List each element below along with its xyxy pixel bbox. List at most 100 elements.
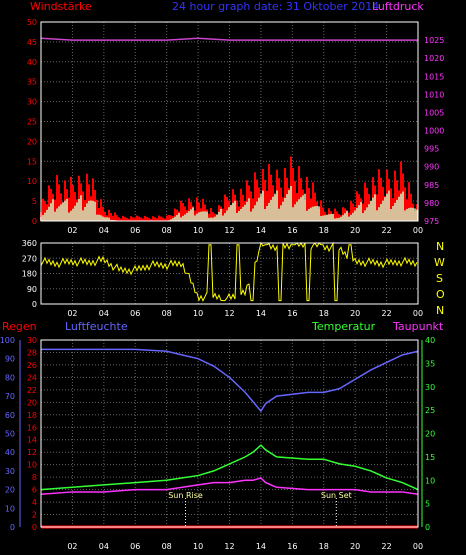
humidity-ytick-30: 30 xyxy=(5,467,15,476)
humidity-ytick-50: 50 xyxy=(5,430,15,439)
dir-xtick-22: 22 xyxy=(381,309,391,318)
wind-ytick-0: 0 xyxy=(32,217,37,226)
dir-xtick-20: 20 xyxy=(350,309,360,318)
wind-ytick-45: 45 xyxy=(27,38,37,47)
luftdruck-label: Luftdruck xyxy=(372,0,424,13)
pressure-ytick-975: 975 xyxy=(424,217,439,226)
regen-ytick-28: 28 xyxy=(27,348,37,357)
hum-xtick-22: 22 xyxy=(381,542,391,551)
dir-xtick-10: 10 xyxy=(193,309,203,318)
regen-ytick-26: 26 xyxy=(27,361,37,370)
temp-ytick-10: 10 xyxy=(425,476,435,485)
compass-s: S xyxy=(436,272,443,285)
wind-xtick-06: 06 xyxy=(130,226,140,235)
temp-ytick-25: 25 xyxy=(425,406,435,415)
pressure-ytick-1000: 1000 xyxy=(424,127,444,136)
direction-line xyxy=(40,241,418,303)
pressure-ytick-985: 985 xyxy=(424,181,439,190)
wind-ytick-25: 25 xyxy=(27,118,37,127)
dir-xtick-12: 12 xyxy=(224,309,234,318)
wind-xtick-04: 04 xyxy=(99,226,109,235)
hum-xtick-20: 20 xyxy=(350,542,360,551)
wind-ytick-10: 10 xyxy=(27,177,37,186)
pressure-ytick-1005: 1005 xyxy=(424,108,444,117)
regen-ytick-16: 16 xyxy=(27,423,37,432)
wind-ytick-20: 20 xyxy=(27,137,37,146)
series-temperatur xyxy=(40,444,419,491)
panel-wind-frame xyxy=(40,21,419,222)
compass-w: W xyxy=(434,256,445,269)
wind-xtick-12: 12 xyxy=(224,226,234,235)
series-luftfeuchte xyxy=(41,348,419,413)
dir-ytick-270: 270 xyxy=(22,254,37,263)
wind-xtick-20: 20 xyxy=(350,226,360,235)
pressure-ytick-1020: 1020 xyxy=(424,54,444,63)
dir-xtick-08: 08 xyxy=(162,309,172,318)
panel-humidity-frame xyxy=(40,339,419,528)
wind-xtick-22: 22 xyxy=(381,226,391,235)
humidity-ytick-100: 100 xyxy=(0,336,15,345)
luftfeuchte-label: Luftfeuchte xyxy=(65,320,128,333)
taupunkt-label: Taupunkt xyxy=(392,320,444,333)
wind-xtick-10: 10 xyxy=(193,226,203,235)
regen-ytick-6: 6 xyxy=(32,486,37,495)
wind-ytick-15: 15 xyxy=(27,157,37,166)
humidity-ytick-20: 20 xyxy=(5,486,15,495)
dir-xtick-00: 00 xyxy=(413,309,423,318)
regen-ytick-12: 12 xyxy=(27,448,37,457)
dir-ytick-0: 0 xyxy=(32,300,37,309)
hum-xtick-18: 18 xyxy=(319,542,329,551)
wind-xtick-02: 02 xyxy=(67,226,77,235)
wind-ytick-50: 50 xyxy=(27,18,37,27)
humidity-ytick-80: 80 xyxy=(5,373,15,382)
temp-ytick-5: 5 xyxy=(425,500,430,509)
regen-ytick-0: 0 xyxy=(32,523,37,532)
wind-xtick-18: 18 xyxy=(319,226,329,235)
hum-xtick-06: 06 xyxy=(130,542,140,551)
series-taupunkt xyxy=(40,477,419,496)
humidity-ytick-60: 60 xyxy=(5,411,15,420)
regen-ytick-22: 22 xyxy=(27,386,37,395)
regen-ytick-8: 8 xyxy=(32,473,37,482)
dir-xtick-04: 04 xyxy=(99,309,109,318)
regen-ytick-24: 24 xyxy=(27,373,37,382)
wind-ytick-30: 30 xyxy=(27,98,37,107)
windstaerke-label: Windstärke xyxy=(30,0,92,13)
panel-direction: 0 90 180 270 360 02 04 06 08 10 12 14 16 18 20 22 00 xyxy=(22,239,423,318)
dir-xtick-14: 14 xyxy=(256,309,266,318)
temp-ytick-40: 40 xyxy=(425,336,435,345)
pressure-line xyxy=(40,37,418,41)
wind-xtick-00: 00 xyxy=(413,226,423,235)
hum-xtick-00: 00 xyxy=(413,542,423,551)
dir-xtick-16: 16 xyxy=(287,309,297,318)
compass-o: O xyxy=(436,288,445,301)
regen-ytick-2: 2 xyxy=(32,511,37,520)
wind-xtick-08: 08 xyxy=(162,226,172,235)
humidity-ytick-10: 10 xyxy=(5,504,15,513)
pressure-ytick-990: 990 xyxy=(424,163,439,172)
hum-xtick-14: 14 xyxy=(256,542,266,551)
hum-xtick-16: 16 xyxy=(287,542,297,551)
regen-ytick-20: 20 xyxy=(27,398,37,407)
hum-xtick-08: 08 xyxy=(162,542,172,551)
humidity-ytick-70: 70 xyxy=(5,392,15,401)
regen-label: Regen xyxy=(2,320,37,333)
temp-ytick-0: 0 xyxy=(425,523,430,532)
panel-wind: 0510152025303540455097598098599099510001… xyxy=(27,18,445,235)
regen-ytick-14: 14 xyxy=(27,436,37,445)
pressure-ytick-1025: 1025 xyxy=(424,36,444,45)
chart-title: 24 hour graph date: 31 Oktober 2014 xyxy=(172,0,379,13)
dir-ytick-360: 360 xyxy=(22,239,37,248)
wind-ytick-40: 40 xyxy=(27,58,37,67)
temp-ytick-35: 35 xyxy=(425,359,435,368)
dir-ytick-180: 180 xyxy=(22,270,37,279)
wind-xtick-16: 16 xyxy=(287,226,297,235)
regen-ytick-10: 10 xyxy=(27,461,37,470)
hum-xtick-04: 04 xyxy=(99,542,109,551)
humidity-ytick-40: 40 xyxy=(5,448,15,457)
dir-xtick-18: 18 xyxy=(319,309,329,318)
hum-xtick-12: 12 xyxy=(224,542,234,551)
dir-ytick-90: 90 xyxy=(27,285,37,294)
wind-ytick-35: 35 xyxy=(27,78,37,87)
